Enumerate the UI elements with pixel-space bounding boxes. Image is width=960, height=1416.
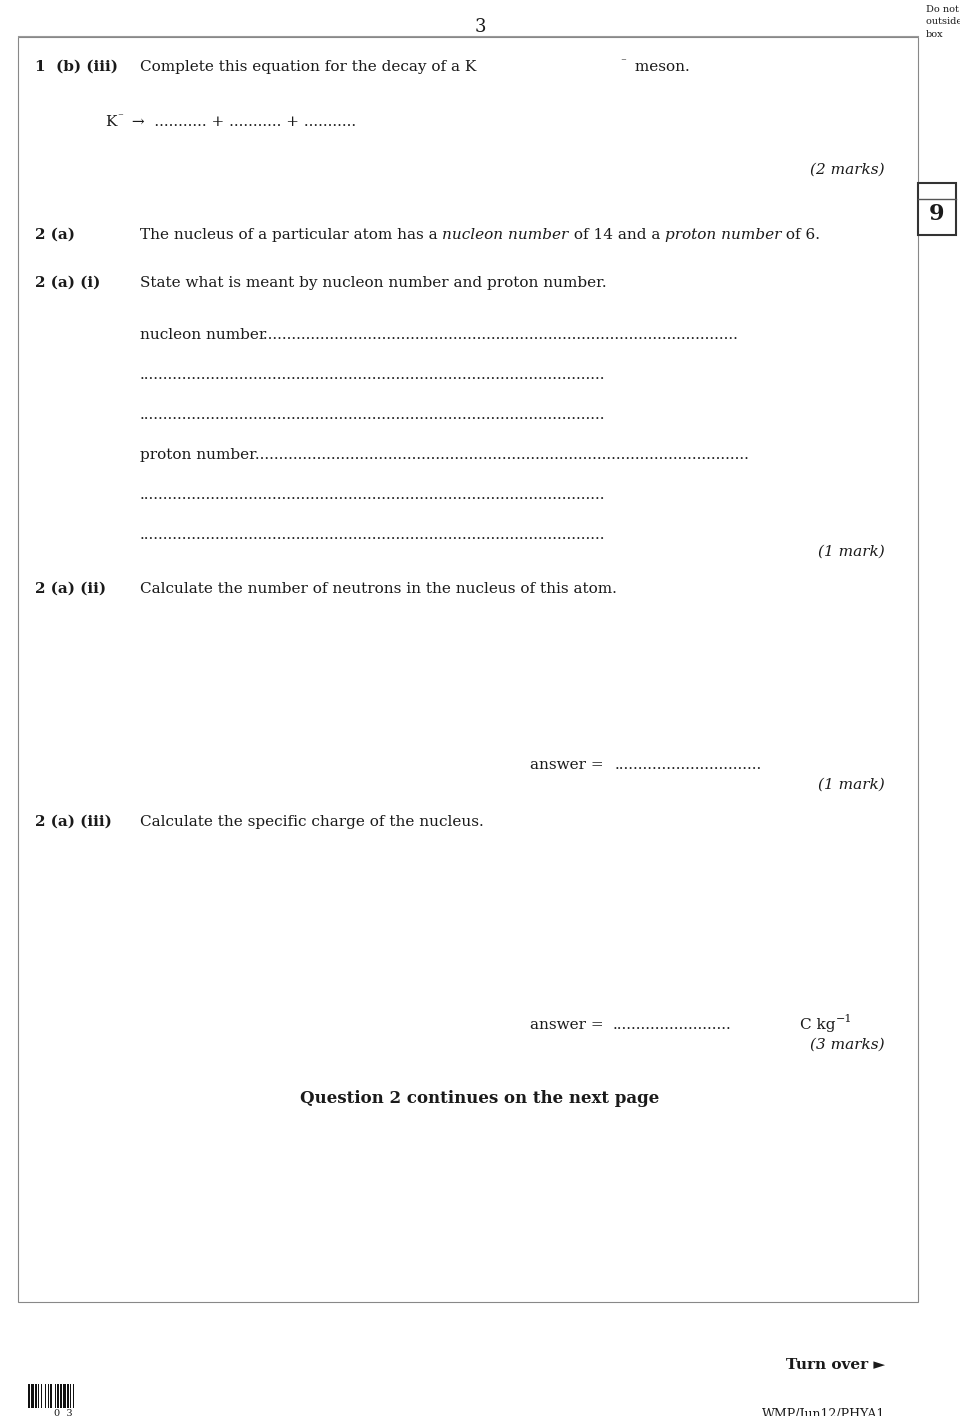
Text: Do not write
outside the
box: Do not write outside the box [926, 6, 960, 40]
Text: Turn over ►: Turn over ► [786, 1358, 885, 1372]
Text: 3: 3 [474, 18, 486, 35]
Bar [37, 1383, 38, 1408]
Bar [46, 1383, 48, 1408]
Text: C kg: C kg [800, 1018, 835, 1032]
Text: K: K [105, 115, 116, 129]
Bar [57, 1383, 59, 1408]
Text: ................................................................................: ........................................… [140, 408, 606, 422]
Bar [70, 1383, 71, 1408]
Bar [63, 1383, 66, 1408]
Text: answer =: answer = [530, 758, 609, 772]
Text: proton number: proton number [140, 447, 256, 462]
Text: WMP/Jun12/PHYA1: WMP/Jun12/PHYA1 [761, 1408, 885, 1416]
Text: meson.: meson. [630, 59, 689, 74]
Text: .........................: ......................... [613, 1018, 732, 1032]
Bar [62, 1383, 63, 1408]
Bar [28, 1383, 30, 1408]
Bar [35, 1383, 37, 1408]
Text: Calculate the specific charge of the nucleus.: Calculate the specific charge of the nuc… [140, 816, 484, 828]
Bar [48, 1383, 49, 1408]
Bar [74, 1383, 76, 1408]
Text: ................................................................................: ........................................… [250, 447, 749, 462]
Text: nucleon number: nucleon number [140, 329, 266, 343]
Text: Complete this equation for the decay of a K: Complete this equation for the decay of … [140, 59, 476, 74]
Text: 2 (a): 2 (a) [35, 228, 75, 242]
Bar [73, 1383, 74, 1408]
Text: Calculate the number of neutrons in the nucleus of this atom.: Calculate the number of neutrons in the … [140, 582, 617, 596]
Text: of 14 and a: of 14 and a [568, 228, 665, 242]
Text: 9: 9 [929, 202, 945, 225]
Text: (2 marks): (2 marks) [810, 163, 885, 177]
Text: The nucleus of a particular atom has a: The nucleus of a particular atom has a [140, 228, 443, 242]
Bar [52, 1383, 55, 1408]
Bar [18, 37, 918, 1301]
Bar [69, 1383, 70, 1408]
Text: ................................................................................: ........................................… [140, 528, 606, 542]
Text: 2 (a) (iii): 2 (a) (iii) [35, 816, 112, 828]
Bar [45, 1383, 46, 1408]
Text: 1  (b) (iii): 1 (b) (iii) [35, 59, 118, 74]
Text: →  ........... + ........... + ...........: → ........... + ........... + ..........… [127, 115, 356, 129]
Text: 2 (a) (i): 2 (a) (i) [35, 276, 101, 290]
Text: proton number: proton number [665, 228, 781, 242]
Text: ................................................................................: ........................................… [140, 368, 606, 382]
Bar [39, 1383, 41, 1408]
Text: ................................................................................: ........................................… [140, 489, 606, 503]
Text: ⁻: ⁻ [620, 57, 626, 67]
Bar [49, 1383, 50, 1408]
Text: of 6.: of 6. [781, 228, 821, 242]
Text: State what is meant by nucleon number and proton number.: State what is meant by nucleon number an… [140, 276, 607, 290]
Text: (1 mark): (1 mark) [818, 545, 885, 559]
Bar [66, 1383, 67, 1408]
Bar [50, 1383, 52, 1408]
Text: ................................................................................: ........................................… [258, 329, 738, 343]
Bar [59, 1383, 60, 1408]
Text: 2 (a) (ii): 2 (a) (ii) [35, 582, 107, 596]
Text: nucleon number: nucleon number [443, 228, 568, 242]
Bar [38, 1383, 39, 1408]
Bar [31, 1383, 34, 1408]
Text: answer =: answer = [530, 1018, 609, 1032]
Bar [42, 1383, 45, 1408]
Bar [34, 1383, 35, 1408]
Text: ...............................: ............................... [615, 758, 762, 772]
Bar [60, 1383, 62, 1408]
Bar [56, 1383, 57, 1408]
Bar [918, 183, 956, 235]
Text: (1 mark): (1 mark) [818, 777, 885, 792]
Text: −1: −1 [836, 1014, 852, 1024]
Text: Question 2 continues on the next page: Question 2 continues on the next page [300, 1090, 660, 1107]
Text: 0  3: 0 3 [54, 1409, 72, 1416]
Text: (3 marks): (3 marks) [810, 1038, 885, 1052]
Bar [55, 1383, 56, 1408]
Text: ⁻: ⁻ [117, 112, 123, 122]
Bar [67, 1383, 69, 1408]
Bar [30, 1383, 31, 1408]
Bar [71, 1383, 73, 1408]
Bar [41, 1383, 42, 1408]
